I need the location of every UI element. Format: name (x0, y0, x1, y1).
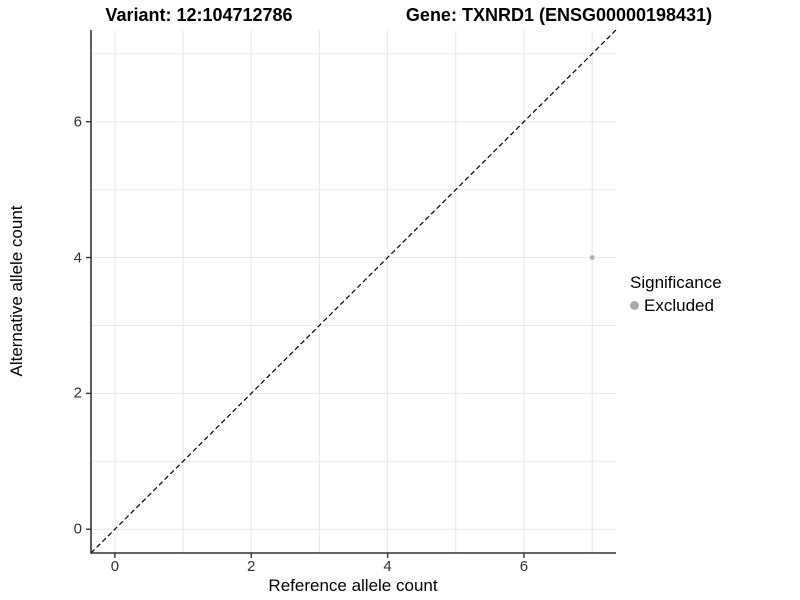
x-tick-label-6: 6 (519, 558, 529, 575)
x-tick-label-0: 0 (110, 558, 120, 575)
x-tick-label-4: 4 (383, 558, 392, 575)
legend: Significance Excluded (630, 273, 722, 315)
plot-title-variant: Variant: 12:104712786 (105, 5, 293, 25)
identity-line (90, 29, 617, 554)
x-tick-label-2: 2 (247, 558, 256, 575)
data-point (589, 255, 595, 260)
legend-title: Significance (630, 273, 722, 292)
y-axis-label: Alternative allele count (7, 205, 26, 377)
y-tick-label-0: 0 (73, 520, 82, 538)
legend-item-label: Excluded (644, 296, 714, 315)
plot-title-gene: Gene: TXNRD1 (ENSG00000198431) (405, 5, 713, 25)
y-tick-label-4: 4 (73, 249, 82, 267)
legend-item-excluded: Excluded (630, 296, 722, 315)
excluded-point-icon (630, 301, 639, 310)
y-tick-label-6: 6 (73, 113, 82, 131)
x-axis-label: Reference allele count (268, 576, 438, 595)
y-tick-label-2: 2 (73, 384, 82, 402)
